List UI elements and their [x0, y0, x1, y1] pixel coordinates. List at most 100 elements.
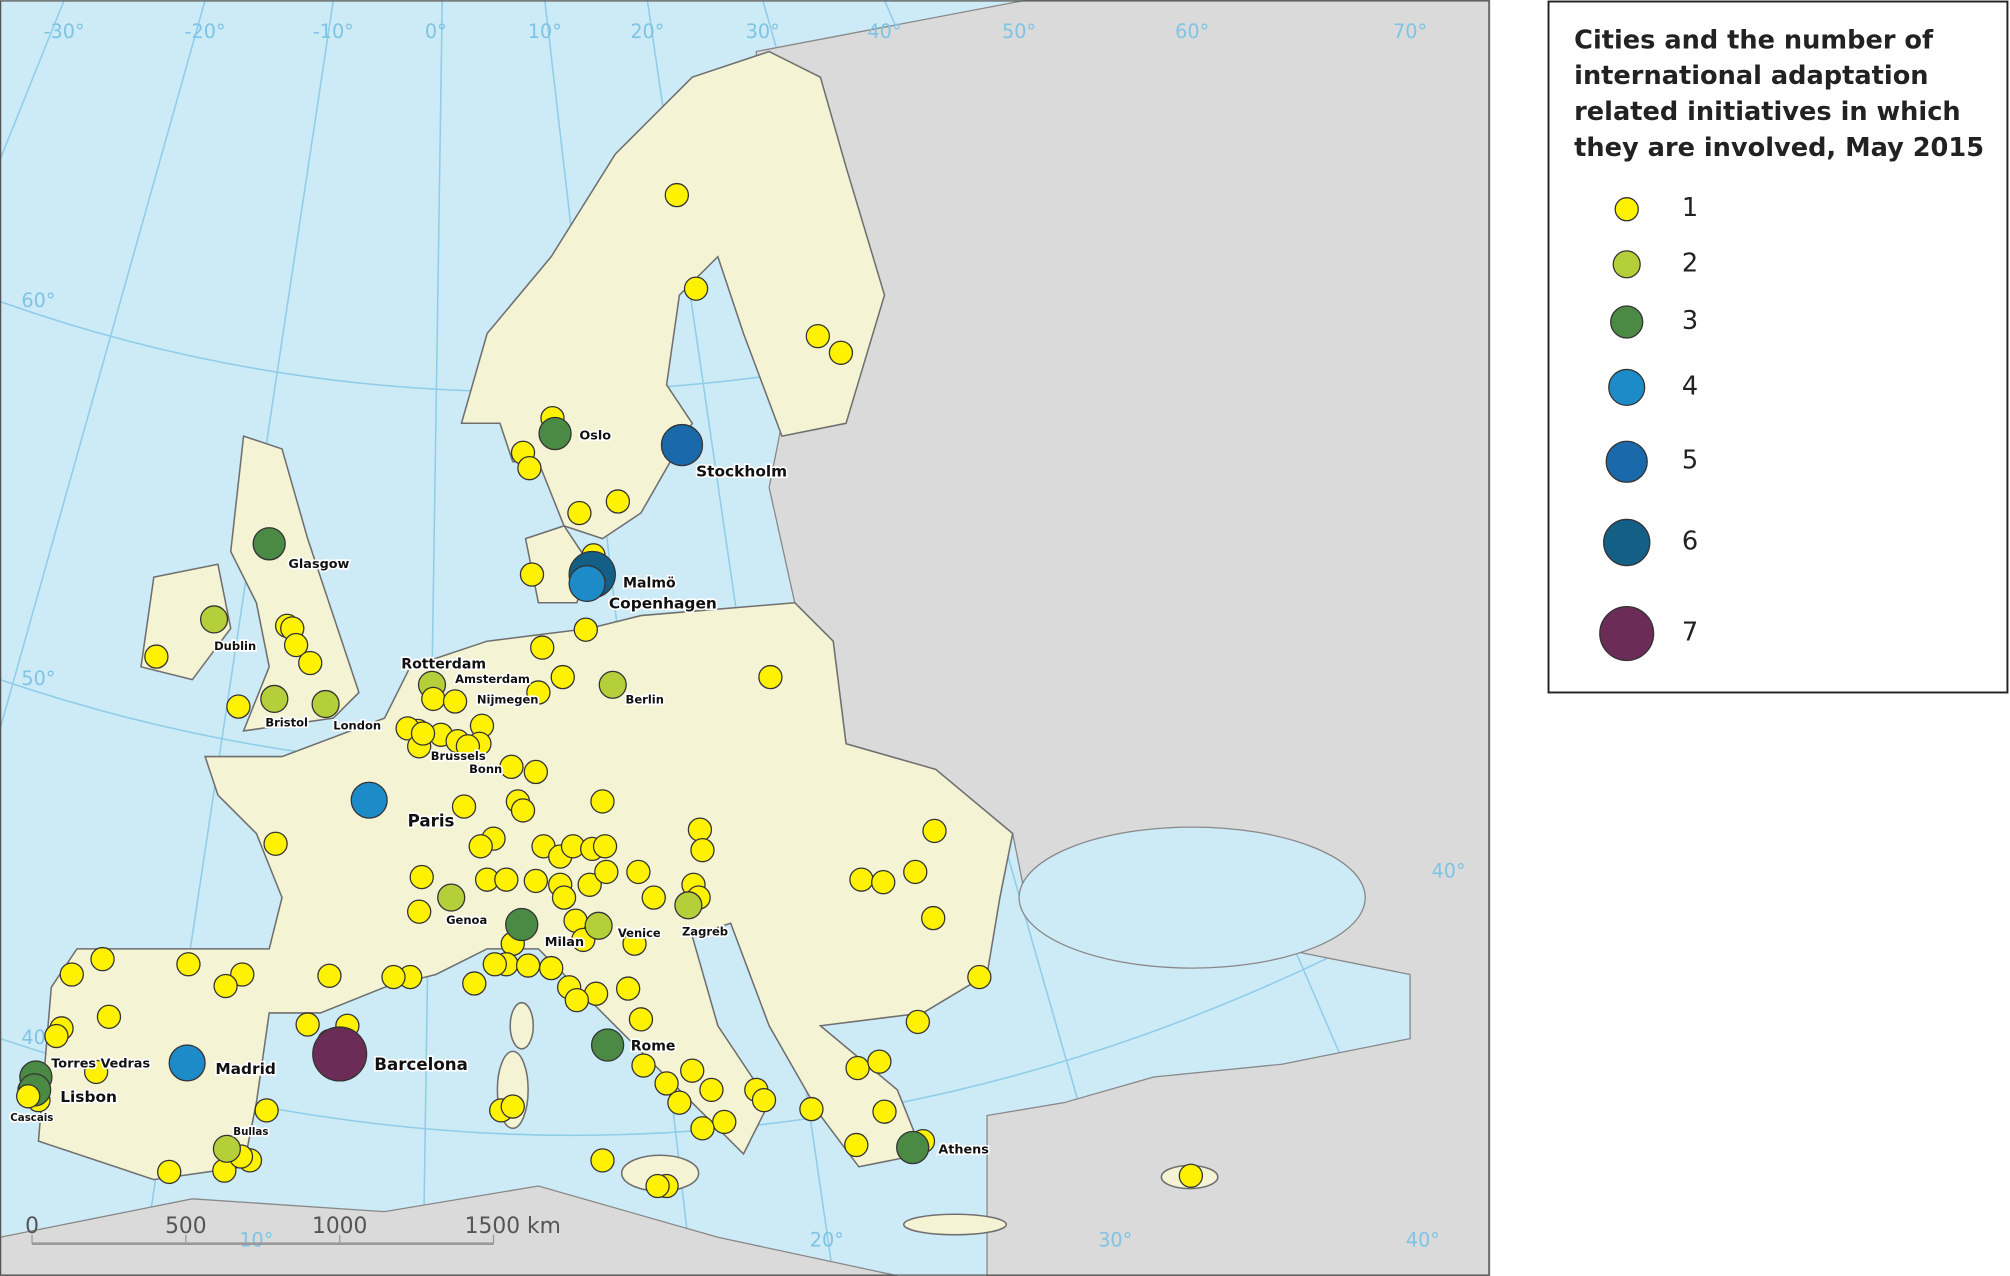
graticule-label: 40°	[1431, 859, 1465, 882]
city-marker	[828, 340, 854, 365]
city-marker	[674, 891, 703, 920]
city-marker	[505, 907, 539, 942]
city-marker	[598, 670, 627, 699]
city-marker	[410, 721, 436, 746]
city-marker	[654, 1071, 679, 1096]
city-marker	[90, 946, 115, 972]
city-label: Rotterdam	[401, 656, 486, 672]
city-marker	[921, 905, 946, 931]
city-marker	[517, 455, 542, 481]
city-marker	[590, 1028, 625, 1062]
city-marker	[622, 931, 647, 956]
city-marker	[311, 689, 340, 719]
city-marker	[83, 1059, 109, 1085]
graticule-label: 20°	[630, 20, 664, 43]
city-label: Dublin	[214, 639, 256, 653]
city-marker	[409, 864, 434, 890]
legend-swatch	[1605, 440, 1648, 483]
city-label: London	[333, 718, 381, 732]
city-marker	[645, 1173, 670, 1199]
city-marker	[845, 1055, 870, 1081]
legend-swatch	[1614, 197, 1639, 222]
city-marker	[157, 1159, 182, 1185]
city-marker	[577, 872, 602, 897]
city-marker	[896, 1130, 930, 1165]
city-marker	[530, 635, 555, 660]
city-marker	[551, 885, 577, 910]
city-marker	[494, 867, 519, 892]
city-marker	[905, 1009, 931, 1035]
city-marker	[690, 837, 715, 863]
graticule-label: -30°	[44, 20, 85, 43]
city-label: Lisbon	[60, 1088, 117, 1106]
scale-label: 0	[25, 1214, 39, 1239]
city-marker	[283, 632, 309, 658]
city-marker	[168, 1044, 206, 1082]
graticule-label: 50°	[21, 667, 55, 690]
city-marker	[667, 1090, 692, 1115]
city-marker	[350, 781, 388, 819]
city-label: Oslo	[579, 429, 611, 444]
city-label: Glasgow	[288, 557, 349, 572]
city-marker	[462, 971, 487, 996]
city-marker	[903, 859, 928, 885]
city-label: Torres Vedras	[51, 1057, 150, 1072]
city-marker	[312, 1026, 368, 1082]
city-marker	[799, 1096, 824, 1122]
scale-label: 500	[165, 1214, 207, 1239]
graticule-label: -20°	[185, 20, 226, 43]
city-marker	[499, 754, 524, 780]
city-marker	[690, 1116, 715, 1141]
scale-label: 1500 km	[465, 1214, 561, 1239]
city-marker	[515, 953, 541, 978]
city-marker	[699, 1077, 724, 1103]
city-marker	[254, 1098, 279, 1123]
city-label: Berlin	[626, 693, 664, 707]
city-label: Bullas	[233, 1126, 268, 1138]
city-label: Madrid	[215, 1060, 276, 1078]
graticule-label: 30°	[1098, 1229, 1132, 1252]
city-marker	[212, 1134, 241, 1163]
city-marker	[144, 644, 169, 669]
legend-swatch	[1610, 305, 1644, 339]
city-marker	[615, 976, 641, 1001]
city-marker	[1178, 1163, 1204, 1188]
city-marker	[16, 1084, 41, 1109]
city-marker	[226, 694, 251, 719]
city-label: Malmö	[623, 576, 676, 592]
graticule-labels: -30° -20° -10° 0° 10° 20° 30° 40° 50° 60° 70° 60° 50…	[21, 20, 1465, 1252]
city-marker	[568, 564, 606, 603]
legend-title: Cities and the number of	[1574, 25, 1934, 55]
city-marker	[421, 686, 446, 712]
city-marker	[872, 1099, 897, 1124]
legend-swatch	[1599, 605, 1655, 662]
city-marker	[867, 1049, 892, 1074]
city-marker	[605, 489, 631, 514]
graticule-label: 0°	[425, 20, 447, 43]
city-marker	[592, 834, 618, 859]
map-frame	[0, 0, 1490, 1276]
graticule-label: 20°	[810, 1229, 844, 1252]
city-marker	[573, 617, 599, 642]
city-marker	[849, 867, 874, 892]
graticule-label: 40°	[867, 20, 901, 43]
city-marker	[594, 859, 619, 885]
legend-label: 1	[1682, 193, 1698, 223]
city-marker	[628, 1007, 654, 1032]
city-marker	[230, 962, 255, 987]
legend-swatch	[1612, 250, 1641, 279]
city-marker	[751, 1087, 777, 1113]
city-label: Amsterdam	[455, 672, 530, 686]
city-marker	[213, 973, 238, 999]
city-marker	[96, 1004, 122, 1029]
city-label: Brussels	[431, 749, 486, 763]
legend-label: 4	[1682, 371, 1698, 401]
city-marker	[59, 962, 84, 987]
city-marker	[550, 664, 575, 690]
graticule-label: 60°	[1175, 20, 1209, 43]
graticule-label: 50°	[1002, 20, 1036, 43]
city-marker	[967, 964, 992, 990]
graticule-label: 70°	[1393, 20, 1427, 43]
city-marker	[538, 416, 572, 451]
city-marker	[680, 1058, 705, 1083]
